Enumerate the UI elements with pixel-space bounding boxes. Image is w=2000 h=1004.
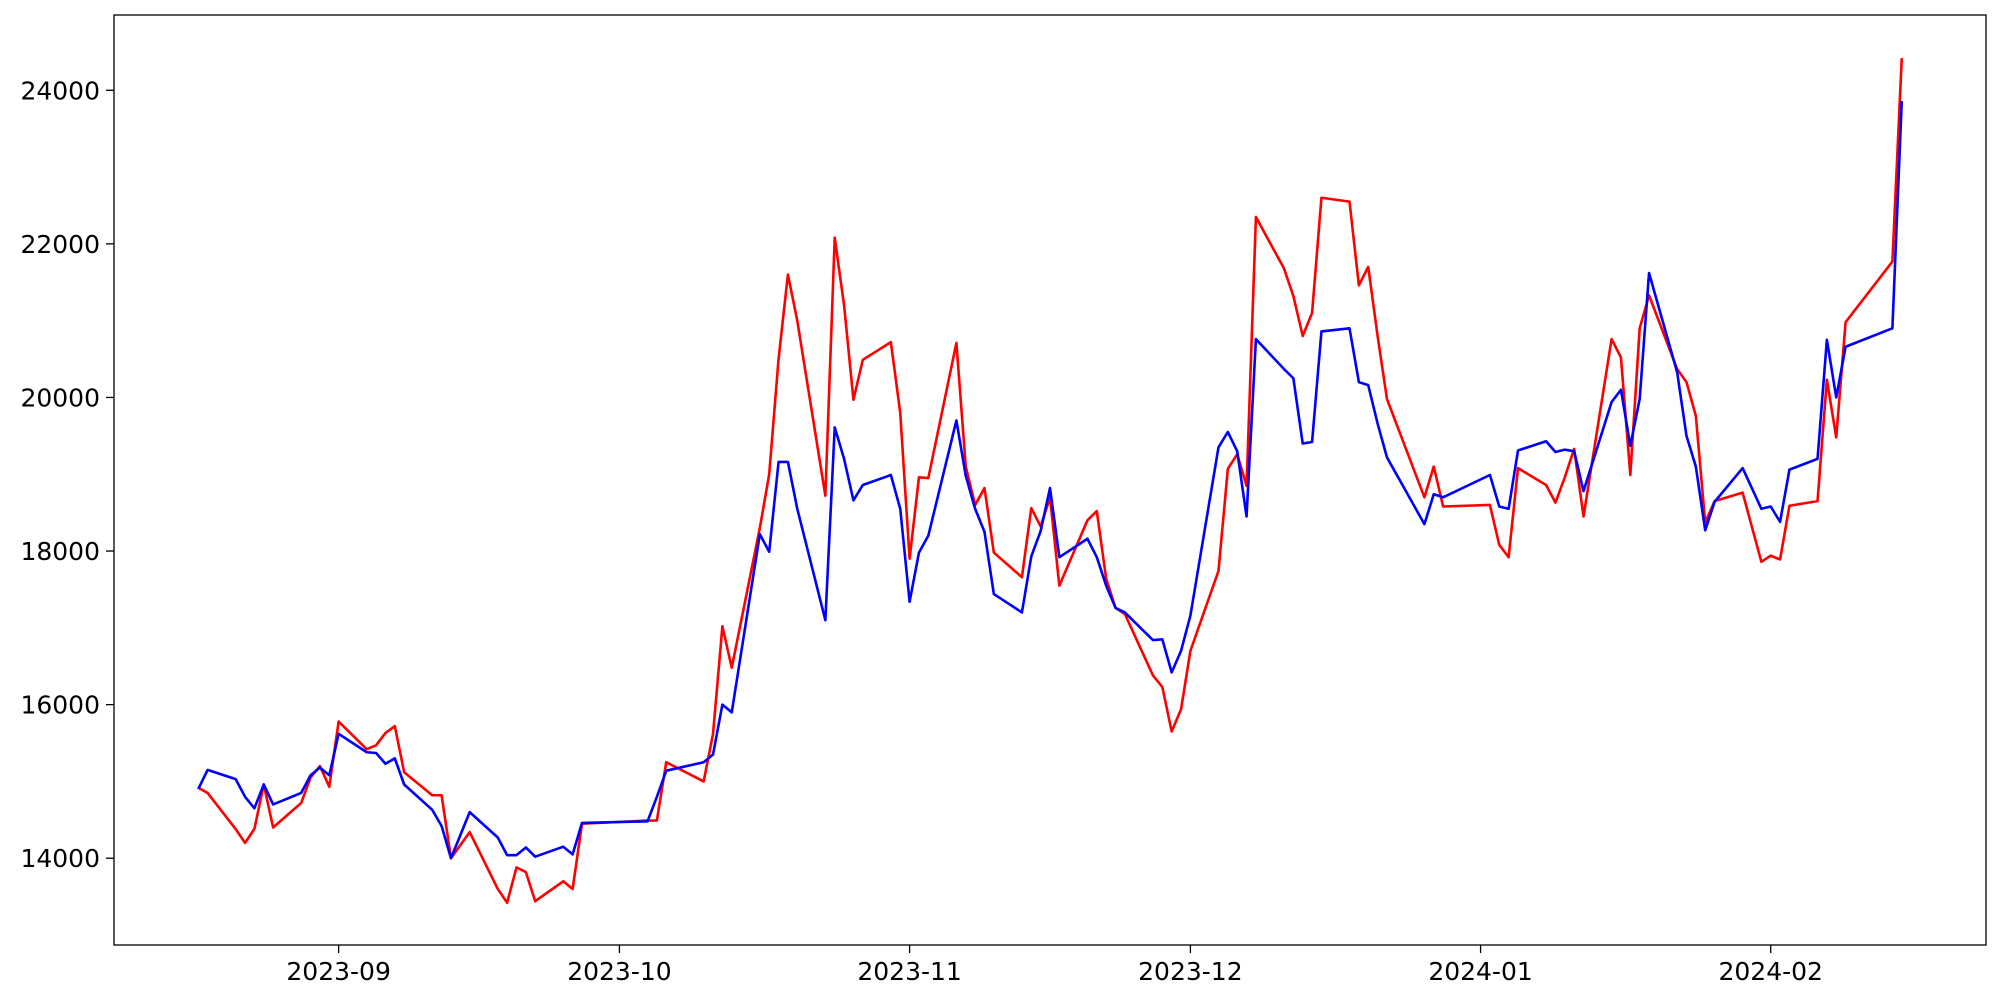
x-tick-label: 2023-11 bbox=[857, 957, 961, 986]
plot-frame bbox=[113, 14, 1987, 946]
series-line bbox=[197, 57, 1904, 905]
y-tick-label: 20000 bbox=[20, 383, 100, 412]
x-tick-label: 2023-12 bbox=[1138, 957, 1242, 986]
y-tick-label: 22000 bbox=[20, 230, 100, 259]
series-line bbox=[197, 100, 1904, 860]
y-tick-label: 18000 bbox=[20, 537, 100, 566]
y-tick-label: 16000 bbox=[20, 691, 100, 720]
x-tick-label: 2023-10 bbox=[567, 957, 671, 986]
x-tick-label: 2023-09 bbox=[286, 957, 390, 986]
x-tick-label: 2024-01 bbox=[1428, 957, 1532, 986]
y-tick-label: 24000 bbox=[20, 76, 100, 105]
x-tick-label: 2024-02 bbox=[1718, 957, 1822, 986]
y-tick-label: 14000 bbox=[20, 844, 100, 873]
